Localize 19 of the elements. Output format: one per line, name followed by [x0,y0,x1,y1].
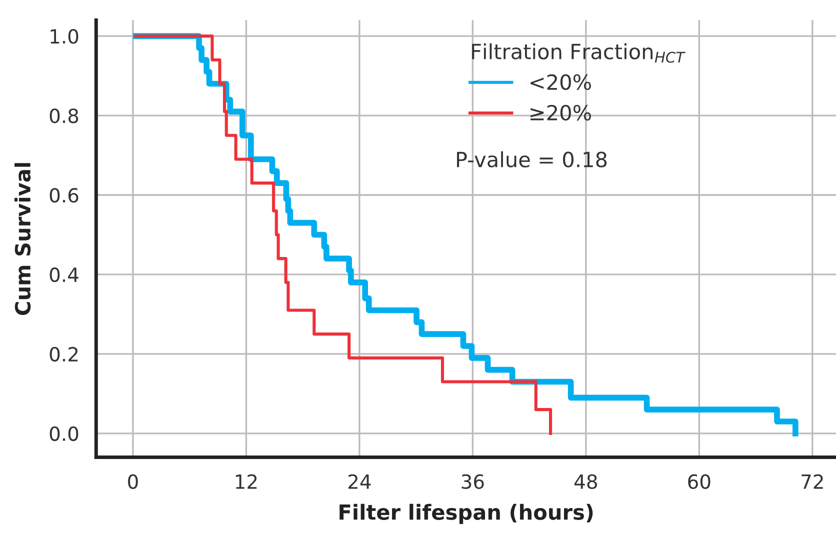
y-axis-title: Cum Survival [14,163,31,316]
x-tick-label: 48 [574,474,597,489]
y-tick-label: 0.4 [50,267,78,282]
x-axis-title: Filter lifespan (hours) [340,504,593,524]
y-tick-label: 0.6 [50,188,78,203]
y-tick-label: 0.2 [50,346,78,362]
y-tick-label: 0.0 [50,426,78,442]
annotation: P-value = 0.18 [457,151,607,168]
x-tick-label: 0 [128,474,138,489]
x-tick-label: 12 [236,474,257,489]
legend-title: Filtration Fraction$_{HCT}$ [472,43,686,63]
legend-label: <20% [530,74,591,90]
y-tick-label: 0.8 [50,108,78,124]
y-tick-label: 1.0 [50,29,78,44]
x-tick-label: 36 [462,474,484,489]
x-tick-label: 72 [802,474,823,489]
x-tick-label: 60 [688,474,710,489]
x-tick-label: 24 [348,474,371,489]
legend-label: ≥20% [530,104,591,121]
